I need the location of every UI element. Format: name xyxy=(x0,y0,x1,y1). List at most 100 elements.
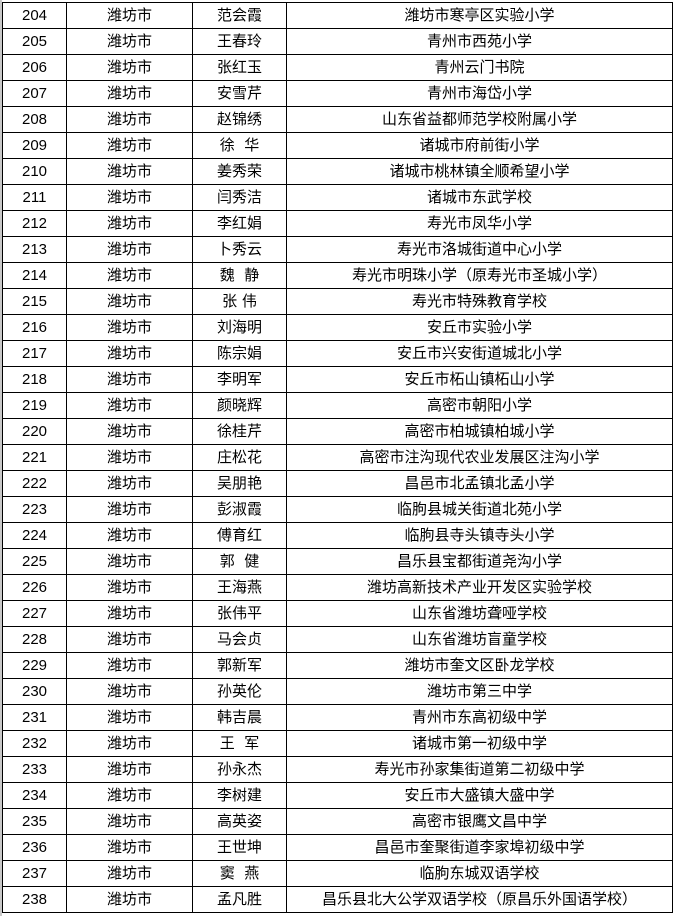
table-row: 204 潍坊市 范会霞 潍坊市寒亭区实验小学 xyxy=(2,2,673,29)
school-cell: 潍坊市第三中学 xyxy=(286,678,673,705)
name-cell: 徐桂芹 xyxy=(192,418,287,445)
city-cell: 潍坊市 xyxy=(66,340,193,367)
name-cell: 李红娟 xyxy=(192,210,287,237)
row-number: 230 xyxy=(2,678,67,705)
table-row: 235 潍坊市 高英姿 高密市银鹰文昌中学 xyxy=(2,808,673,835)
row-number: 206 xyxy=(2,54,67,81)
city-cell: 潍坊市 xyxy=(66,522,193,549)
row-number: 238 xyxy=(2,886,67,913)
name-cell: 张红玉 xyxy=(192,54,287,81)
city-cell: 潍坊市 xyxy=(66,782,193,809)
table-row: 209 潍坊市徐 华诸城市府前街小学 xyxy=(2,132,673,159)
row-number: 212 xyxy=(2,210,67,237)
city-cell: 潍坊市 xyxy=(66,418,193,445)
table-row: 233 潍坊市 孙永杰 寿光市孙家集街道第二初级中学 xyxy=(2,756,673,783)
name-cell: 王 军 xyxy=(192,730,287,757)
name-cell: 庄松花 xyxy=(192,444,287,471)
school-cell: 安丘市实验小学 xyxy=(286,314,673,341)
city-cell: 潍坊市 xyxy=(66,470,193,497)
school-cell: 潍坊市寒亭区实验小学 xyxy=(286,2,673,29)
name-cell: 韩吉晨 xyxy=(192,704,287,731)
school-cell: 诸城市东武学校 xyxy=(286,184,673,211)
school-cell: 昌乐县北大公学双语学校（原昌乐外国语学校） xyxy=(286,886,673,913)
school-cell: 山东省潍坊盲童学校 xyxy=(286,626,673,653)
table-row: 212 潍坊市 李红娟 寿光市凤华小学 xyxy=(2,210,673,237)
table-row: 222 潍坊市 吴朋艳 昌邑市北孟镇北孟小学 xyxy=(2,470,673,497)
row-number: 234 xyxy=(2,782,67,809)
row-number: 210 xyxy=(2,158,67,185)
table-row: 232 潍坊市王 军诸城市第一初级中学 xyxy=(2,730,673,757)
row-number: 232 xyxy=(2,730,67,757)
city-cell: 潍坊市 xyxy=(66,80,193,107)
row-number: 228 xyxy=(2,626,67,653)
school-cell: 高密市柏城镇柏城小学 xyxy=(286,418,673,445)
row-number: 222 xyxy=(2,470,67,497)
city-cell: 潍坊市 xyxy=(66,756,193,783)
school-cell: 青州市东高初级中学 xyxy=(286,704,673,731)
school-cell: 诸城市第一初级中学 xyxy=(286,730,673,757)
name-cell: 李明军 xyxy=(192,366,287,393)
table-row: 229 潍坊市 郭新军 潍坊市奎文区卧龙学校 xyxy=(2,652,673,679)
row-number: 216 xyxy=(2,314,67,341)
school-cell: 山东省益都师范学校附属小学 xyxy=(286,106,673,133)
city-cell: 潍坊市 xyxy=(66,834,193,861)
school-cell: 临朐县城关街道北苑小学 xyxy=(286,496,673,523)
name-cell: 郭 健 xyxy=(192,548,287,575)
table-row: 225 潍坊市郭 健昌乐县宝都街道尧沟小学 xyxy=(2,548,673,575)
row-number: 209 xyxy=(2,132,67,159)
row-number: 204 xyxy=(2,2,67,29)
name-cell: 孙永杰 xyxy=(192,756,287,783)
row-number: 236 xyxy=(2,834,67,861)
name-cell: 王世坤 xyxy=(192,834,287,861)
name-cell: 彭淑霞 xyxy=(192,496,287,523)
table-row: 215 潍坊市张 伟寿光市特殊教育学校 xyxy=(2,288,673,315)
name-cell: 吴朋艳 xyxy=(192,470,287,497)
name-cell: 赵锦绣 xyxy=(192,106,287,133)
name-cell: 王海燕 xyxy=(192,574,287,601)
row-number: 237 xyxy=(2,860,67,887)
school-cell: 安丘市柘山镇柘山小学 xyxy=(286,366,673,393)
table-row: 208 潍坊市 赵锦绣 山东省益都师范学校附属小学 xyxy=(2,106,673,133)
table-row: 211 潍坊市 闫秀洁 诸城市东武学校 xyxy=(2,184,673,211)
row-number: 213 xyxy=(2,236,67,263)
city-cell: 潍坊市 xyxy=(66,28,193,55)
city-cell: 潍坊市 xyxy=(66,132,193,159)
name-cell: 高英姿 xyxy=(192,808,287,835)
row-number: 226 xyxy=(2,574,67,601)
city-cell: 潍坊市 xyxy=(66,496,193,523)
name-cell: 颜晓辉 xyxy=(192,392,287,419)
row-number: 214 xyxy=(2,262,67,289)
name-cell: 郭新军 xyxy=(192,652,287,679)
school-cell: 青州云门书院 xyxy=(286,54,673,81)
row-number: 219 xyxy=(2,392,67,419)
school-cell: 寿光市特殊教育学校 xyxy=(286,288,673,315)
school-cell: 寿光市凤华小学 xyxy=(286,210,673,237)
name-cell: 马会贞 xyxy=(192,626,287,653)
name-cell: 陈宗娟 xyxy=(192,340,287,367)
school-cell: 青州市西苑小学 xyxy=(286,28,673,55)
school-cell: 临朐东城双语学校 xyxy=(286,860,673,887)
city-cell: 潍坊市 xyxy=(66,392,193,419)
row-number: 224 xyxy=(2,522,67,549)
table-row: 216 潍坊市 刘海明 安丘市实验小学 xyxy=(2,314,673,341)
name-cell: 安雪芹 xyxy=(192,80,287,107)
row-number: 207 xyxy=(2,80,67,107)
row-number: 205 xyxy=(2,28,67,55)
name-cell: 张伟平 xyxy=(192,600,287,627)
name-cell: 张 伟 xyxy=(192,288,287,315)
row-number: 229 xyxy=(2,652,67,679)
row-number: 223 xyxy=(2,496,67,523)
row-number: 235 xyxy=(2,808,67,835)
city-cell: 潍坊市 xyxy=(66,314,193,341)
table-row: 224 潍坊市 傅育红 临朐县寺头镇寺头小学 xyxy=(2,522,673,549)
table-row: 207 潍坊市 安雪芹 青州市海岱小学 xyxy=(2,80,673,107)
name-cell: 范会霞 xyxy=(192,2,287,29)
school-cell: 昌乐县宝都街道尧沟小学 xyxy=(286,548,673,575)
city-cell: 潍坊市 xyxy=(66,210,193,237)
city-cell: 潍坊市 xyxy=(66,158,193,185)
row-number: 211 xyxy=(2,184,67,211)
row-number: 231 xyxy=(2,704,67,731)
table-row: 220 潍坊市 徐桂芹 高密市柏城镇柏城小学 xyxy=(2,418,673,445)
